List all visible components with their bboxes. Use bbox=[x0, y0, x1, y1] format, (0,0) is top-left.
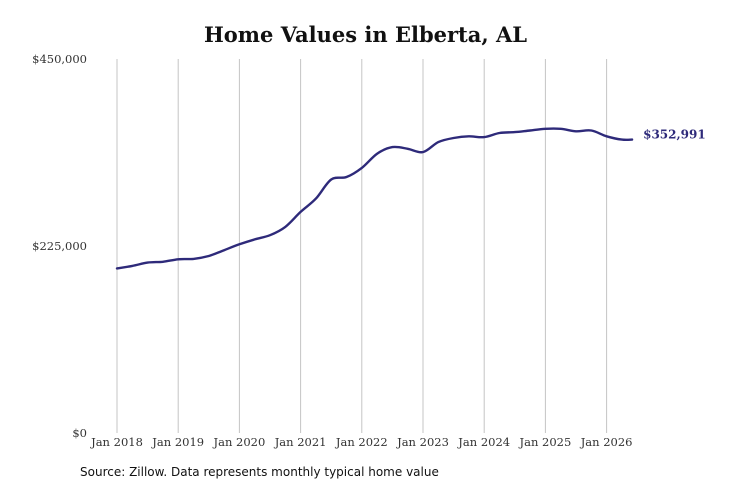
x-tick-label: Jan 2022 bbox=[335, 435, 388, 449]
x-tick-label: Jan 2018 bbox=[90, 435, 143, 449]
x-tick-label: Jan 2023 bbox=[396, 435, 449, 449]
x-tick-label: Jan 2021 bbox=[274, 435, 327, 449]
source-note: Source: Zillow. Data represents monthly … bbox=[80, 465, 439, 479]
x-tick-label: Jan 2025 bbox=[519, 435, 572, 449]
y-tick-label: $0 bbox=[72, 426, 87, 440]
chart-title: Home Values in Elberta, AL bbox=[203, 22, 528, 47]
x-tick-label: Jan 2020 bbox=[213, 435, 266, 449]
x-tick-label: Jan 2024 bbox=[457, 435, 510, 449]
y-tick-label: $450,000 bbox=[32, 52, 87, 66]
home-value-line bbox=[115, 127, 634, 270]
y-tick-label: $225,000 bbox=[32, 239, 87, 253]
end-value-label: $352,991 bbox=[643, 128, 706, 142]
x-tick-label: Jan 2019 bbox=[151, 435, 204, 449]
x-tick-label: Jan 2026 bbox=[580, 435, 633, 449]
